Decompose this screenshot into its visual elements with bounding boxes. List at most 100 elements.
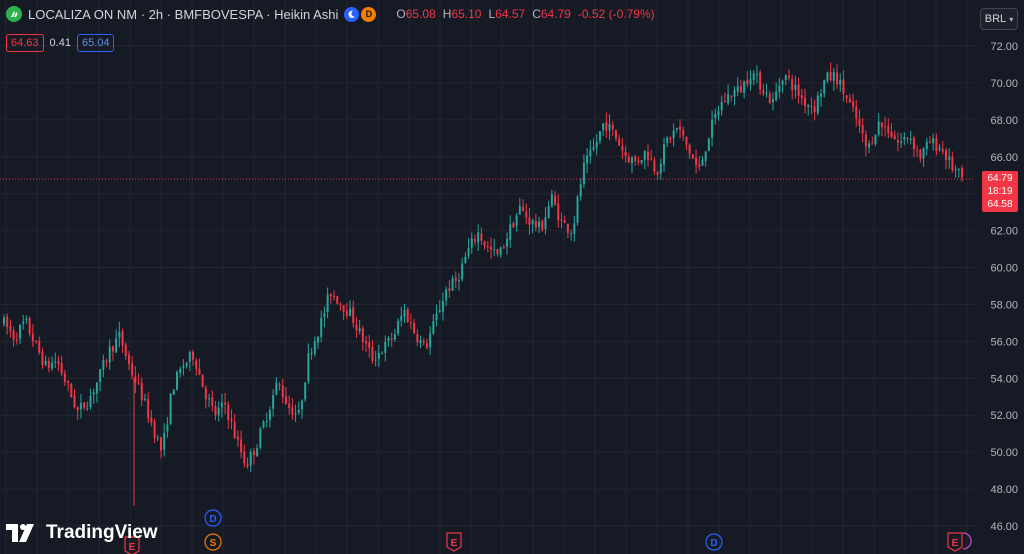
candle-body [166,424,169,432]
candle-body [739,86,742,93]
candle-body [374,359,377,361]
y-tick-label: 62.00 [990,226,1018,238]
buy-price-button[interactable]: 65.04 [76,34,115,52]
candle-body [105,360,108,362]
candle-body [695,157,698,165]
candle-body [836,72,839,85]
candle-body [6,316,9,327]
candle-body [499,247,502,256]
y-tick-label: 58.00 [990,299,1018,311]
candle-body [192,352,195,360]
candle-body [9,326,12,332]
candle-body [858,118,861,126]
candle-body [435,313,438,321]
candle-body [768,93,771,104]
candle-body [893,135,896,140]
candle-body [896,139,899,143]
event-marker-label: E [129,542,136,553]
candle-body [38,340,41,353]
candle-body [246,463,249,467]
delayed-badge[interactable]: D [361,6,377,22]
candle-body [707,138,710,151]
moon-icon[interactable] [344,6,360,22]
candle-body [759,72,762,90]
dividend-marker-icon [204,509,222,527]
sell-price-button[interactable]: 64.63 [6,34,44,52]
candle-body [586,155,589,164]
candle-body [176,372,179,390]
candle-body [727,94,730,104]
candle-body [195,360,198,369]
bar-countdown: 18:19 [987,186,1013,197]
candle-body [208,398,211,400]
candle-body [441,301,444,312]
candle-body [422,340,425,343]
candle-body [214,406,217,416]
candle-body [714,114,717,119]
candle-body [470,238,473,248]
candle-body [605,122,608,131]
candle-body [79,403,82,410]
candle-body [288,403,291,409]
candle-body [281,385,284,398]
tradingview-icon [6,524,34,542]
candle-body [640,159,643,163]
tradingview-logo[interactable]: TradingView [6,522,158,544]
candle-body [611,125,614,130]
candle-body [656,172,659,175]
candle-body [438,310,441,313]
candle-body [297,409,300,413]
candle-body [25,318,28,321]
currency-selector[interactable]: BRL ▾ [980,8,1018,30]
candle-body [531,220,534,225]
candle-body [954,169,957,171]
candle-body [339,304,342,306]
symbol-title[interactable]: LOCALIZA ON NM · 2h · BMFBOVESPA · Heiki… [28,6,339,22]
candle-body [669,137,672,140]
candle-body [938,147,941,150]
candle-body [730,95,733,98]
candle-body [528,217,531,225]
candle-body [99,369,102,382]
candle-body [506,238,509,247]
candle-body [563,220,566,223]
candle-body [381,353,384,355]
y-tick-label: 54.00 [990,373,1018,385]
candle-body [685,136,688,145]
candle-body [502,247,505,249]
candle-body [820,93,823,97]
candle-body [54,361,57,363]
y-tick-label: 46.00 [990,521,1018,533]
upcoming-event-icon [962,532,972,550]
candle-body [236,436,239,440]
candle-body [316,336,319,343]
candle-body [813,106,816,113]
candle-body [390,338,393,340]
candle-body [512,223,515,228]
candle-body [855,106,858,119]
candle-body [890,131,893,137]
candle-body [797,84,800,96]
candle-body [163,432,166,450]
last-price-label: 64.79 18:19 64.58 [982,171,1018,212]
symbol-logo-icon[interactable] [6,6,22,22]
candle-body [28,317,31,334]
candle-body [409,322,412,324]
candle-body [83,402,86,408]
candle-body [547,205,550,219]
candle-body [515,215,518,227]
candle-body [473,239,476,242]
candle-body [634,156,637,162]
candle-body [874,134,877,145]
last-price-low: 64.58 [987,199,1013,210]
candle-body [310,352,313,354]
candle-body [425,343,428,348]
candle-body [919,149,922,159]
candle-body [384,341,387,353]
candle-body [204,387,207,400]
candle-body [355,324,358,331]
event-marker-label: D [209,514,216,525]
candle-body [800,95,803,99]
candle-body [403,309,406,317]
